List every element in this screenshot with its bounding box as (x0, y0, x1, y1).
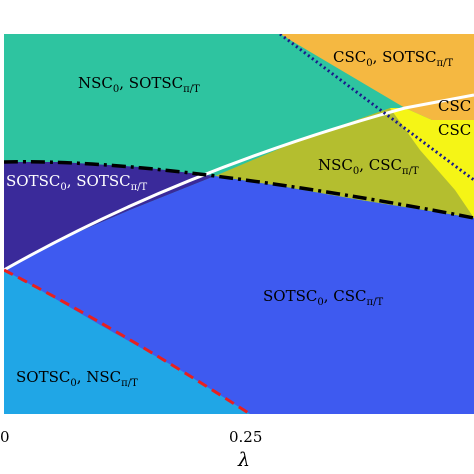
x-axis-label: λ (237, 449, 250, 471)
label-sotsc-nsc: SOTSC0, NSCπ/T (16, 368, 138, 389)
label-csc-csc-2: CSC (438, 121, 471, 139)
x-tick-0.25: 0.25 (229, 428, 262, 446)
region-csc-csc (390, 108, 474, 218)
label-csc-sotsc: CSC0, SOTSCπ/T (333, 48, 453, 69)
label-sotsc-sotsc: SOTSC0, SOTSCπ/T (6, 172, 148, 193)
label-nsc-csc: NSC0, CSCπ/T (318, 156, 419, 177)
boundary-navy-dotted (279, 34, 474, 182)
boundary-red-dashed (4, 268, 251, 414)
region-sotsc-nsc (4, 270, 250, 414)
label-nsc-sotsc: NSC0, SOTSCπ/T (78, 74, 200, 95)
plot-area (4, 34, 474, 414)
region-nsc-csc (215, 108, 474, 218)
label-csc-csc-1: CSC (438, 97, 471, 115)
x-tick-0: 0 (0, 428, 10, 446)
boundary-black-dashdot (4, 160, 474, 220)
label-sotsc-csc: SOTSC0, CSCπ/T (263, 287, 383, 308)
region-sotsc-csc (4, 176, 474, 414)
region-csc-sotsc (280, 34, 474, 120)
